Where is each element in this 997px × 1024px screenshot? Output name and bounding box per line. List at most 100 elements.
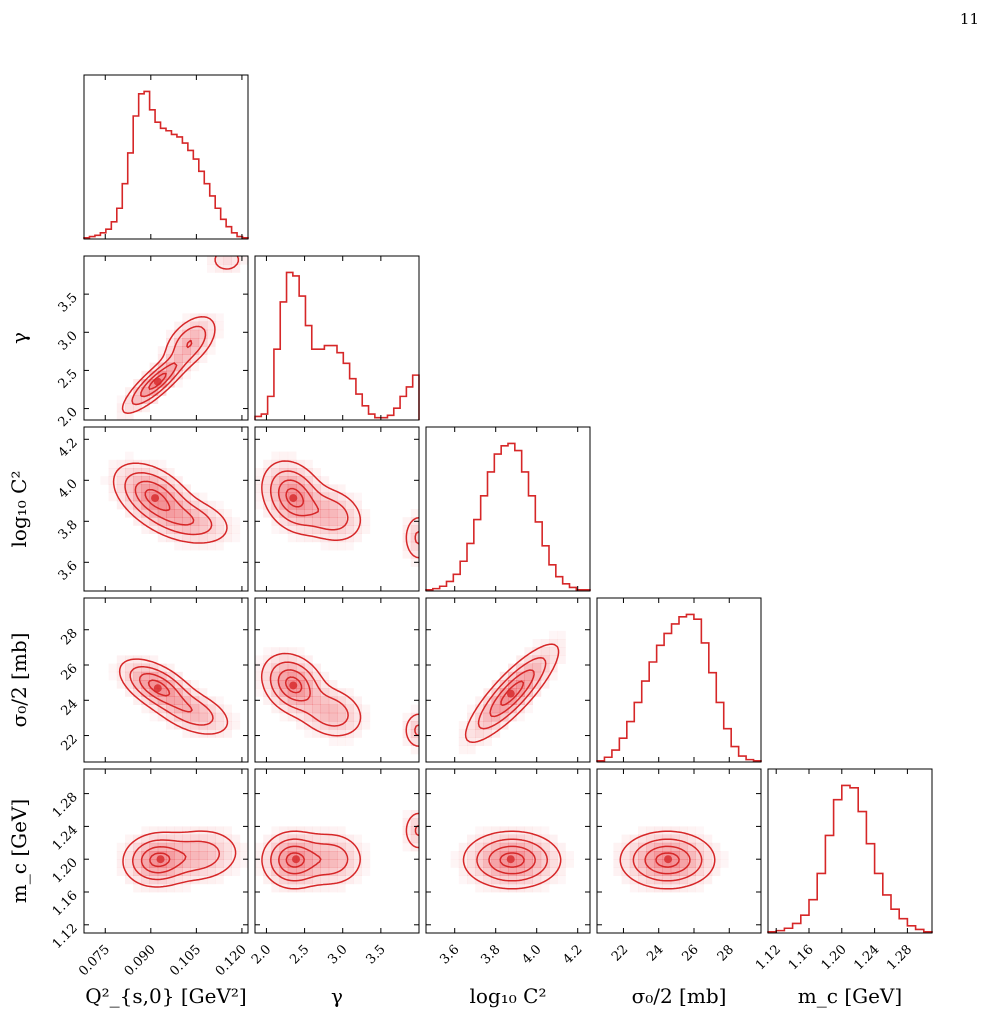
- contour-level-1: [121, 256, 240, 415]
- x-tick-label: 24: [644, 942, 666, 964]
- y-tick-label: 2.0: [56, 405, 81, 430]
- x-ticks-4-4: [775, 769, 908, 933]
- contour-level-1: [464, 643, 560, 744]
- x-tick-label: 3.0: [325, 942, 350, 967]
- contour-level-2: [124, 471, 213, 536]
- contour-level-2: [632, 838, 703, 882]
- y-tick-label: 26: [59, 661, 81, 683]
- density-peak-dot: [289, 494, 298, 503]
- x-ticks-4-3: [622, 769, 730, 933]
- x-tick-labels-3: 22 24 26 28: [609, 942, 737, 964]
- marginal-panel-2-frame: [425, 426, 591, 592]
- y-ticks-4-3: [597, 793, 761, 926]
- contour-level-2: [132, 839, 221, 881]
- x-tick-label: 1.12: [753, 942, 784, 973]
- pair-panel-2-0: [100, 451, 241, 551]
- contour-level-1: [462, 830, 562, 890]
- x-ticks-1-0: [104, 256, 243, 420]
- x-ticks-1-1: [265, 256, 382, 420]
- x-axis-label-4: m_c [GeV]: [798, 984, 902, 1008]
- density-peak-dot: [156, 855, 165, 864]
- contour-level-1: [261, 460, 419, 559]
- x-ticks-4-0: [104, 769, 243, 933]
- pair-panel-4-1-frame: [254, 768, 420, 934]
- pair-panel-4-2-frame: [425, 768, 591, 934]
- pair-panel-4-1: [255, 810, 419, 893]
- y-tick-labels-1: 2.0 2.5 3.0 3.5: [56, 290, 81, 430]
- pair-panel-3-0-frame: [83, 597, 249, 763]
- y-tick-labels-3: 22 24 26 28: [59, 626, 81, 754]
- y-tick-label: 4.0: [56, 477, 81, 502]
- y-tick-label: 3.8: [56, 518, 81, 543]
- contour-level-2: [476, 838, 549, 882]
- y-ticks-3-0: [84, 629, 248, 737]
- density-peak-dot: [153, 684, 162, 693]
- marginal-hist-1: [254, 271, 420, 420]
- y-tick-label: 1.12: [50, 921, 81, 952]
- pair-panel-1-0-frame: [83, 255, 249, 421]
- x-tick-label: 0.105: [167, 942, 204, 979]
- pair-panel-2-0-frame: [83, 426, 249, 592]
- pair-panel-4-0: [116, 826, 248, 893]
- contour-level-1: [122, 830, 237, 888]
- pair-panel-4-2: [450, 826, 574, 893]
- contour-level-4: [284, 676, 303, 694]
- x-tick-label: 3.8: [478, 942, 503, 967]
- y-tick-label: 3.6: [56, 559, 81, 584]
- contour-level-2: [129, 666, 214, 726]
- marginal-panel-3-frame: [596, 597, 762, 763]
- y-tick-label: 2.5: [56, 367, 81, 392]
- y-tick-label: 4.2: [56, 436, 81, 461]
- y-axis-label-4: m_c [GeV]: [7, 799, 31, 903]
- pair-panel-2-1-frame: [254, 426, 420, 592]
- y-tick-label: 1.28: [50, 790, 81, 821]
- marginal-hist-3: [596, 613, 762, 762]
- density-peak-dot: [506, 689, 515, 698]
- pair-panel-2-1: [255, 451, 419, 567]
- x-tick-label: 22: [609, 942, 631, 964]
- marginal-hist-4: [767, 784, 933, 933]
- x-tick-label: 4.2: [560, 942, 585, 967]
- x-tick-labels-4: 1.12 1.16 1.20 1.24 1.28: [753, 942, 915, 973]
- contour-level-4: [285, 852, 305, 868]
- x-tick-labels-1: 2.0 2.5 3.0 3.5: [249, 942, 389, 967]
- contour-level-4: [500, 680, 525, 707]
- x-axis-label-1: γ: [331, 984, 343, 1008]
- y-tick-label: 1.16: [50, 888, 81, 919]
- pair-panel-3-1-frame: [254, 597, 420, 763]
- pair-panel-4-0-frame: [83, 768, 249, 934]
- x-axis-label-2: log₁₀ C²: [470, 984, 547, 1008]
- x-tick-label: 26: [680, 942, 702, 964]
- contour-level-3: [488, 845, 536, 875]
- marginal-panel-4-frame: [767, 768, 933, 934]
- histogram-step-line-4: [767, 784, 933, 933]
- contour-level-3: [489, 669, 535, 718]
- y-tick-label: 24: [59, 697, 81, 719]
- marginal-panel-0-frame: [83, 74, 249, 240]
- y-tick-label: 3.5: [56, 290, 81, 315]
- x-tick-label: 2.5: [287, 942, 312, 967]
- x-ticks-3-0: [104, 598, 243, 762]
- y-axis-label-2: log₁₀ C²: [7, 471, 31, 548]
- density-peak-dot: [151, 494, 160, 503]
- marginal-hist-0: [83, 90, 249, 239]
- contour-level-1: [112, 462, 228, 544]
- pair-panel-3-2: [458, 630, 566, 755]
- contour-level-4: [144, 488, 171, 512]
- contour-level-4: [285, 487, 305, 508]
- x-tick-label: 4.0: [519, 942, 544, 967]
- x-ticks-3-1: [265, 598, 382, 762]
- y-ticks-3-2: [426, 629, 590, 737]
- x-tick-label: 28: [715, 942, 737, 964]
- y-tick-label: 1.20: [50, 855, 81, 886]
- y-axis-label-3: σ₀/2 [mb]: [7, 633, 31, 728]
- contour-level-2: [269, 470, 419, 545]
- marginal-hist-2: [425, 442, 591, 591]
- histogram-step-line-0: [83, 90, 249, 239]
- contour-level-4: [655, 852, 680, 868]
- x-tick-label: 1.28: [884, 942, 915, 973]
- y-ticks-2-1: [255, 438, 419, 563]
- y-tick-labels-4: 1.121.161.201.241.28: [50, 790, 81, 952]
- x-ticks-4-2: [454, 769, 579, 933]
